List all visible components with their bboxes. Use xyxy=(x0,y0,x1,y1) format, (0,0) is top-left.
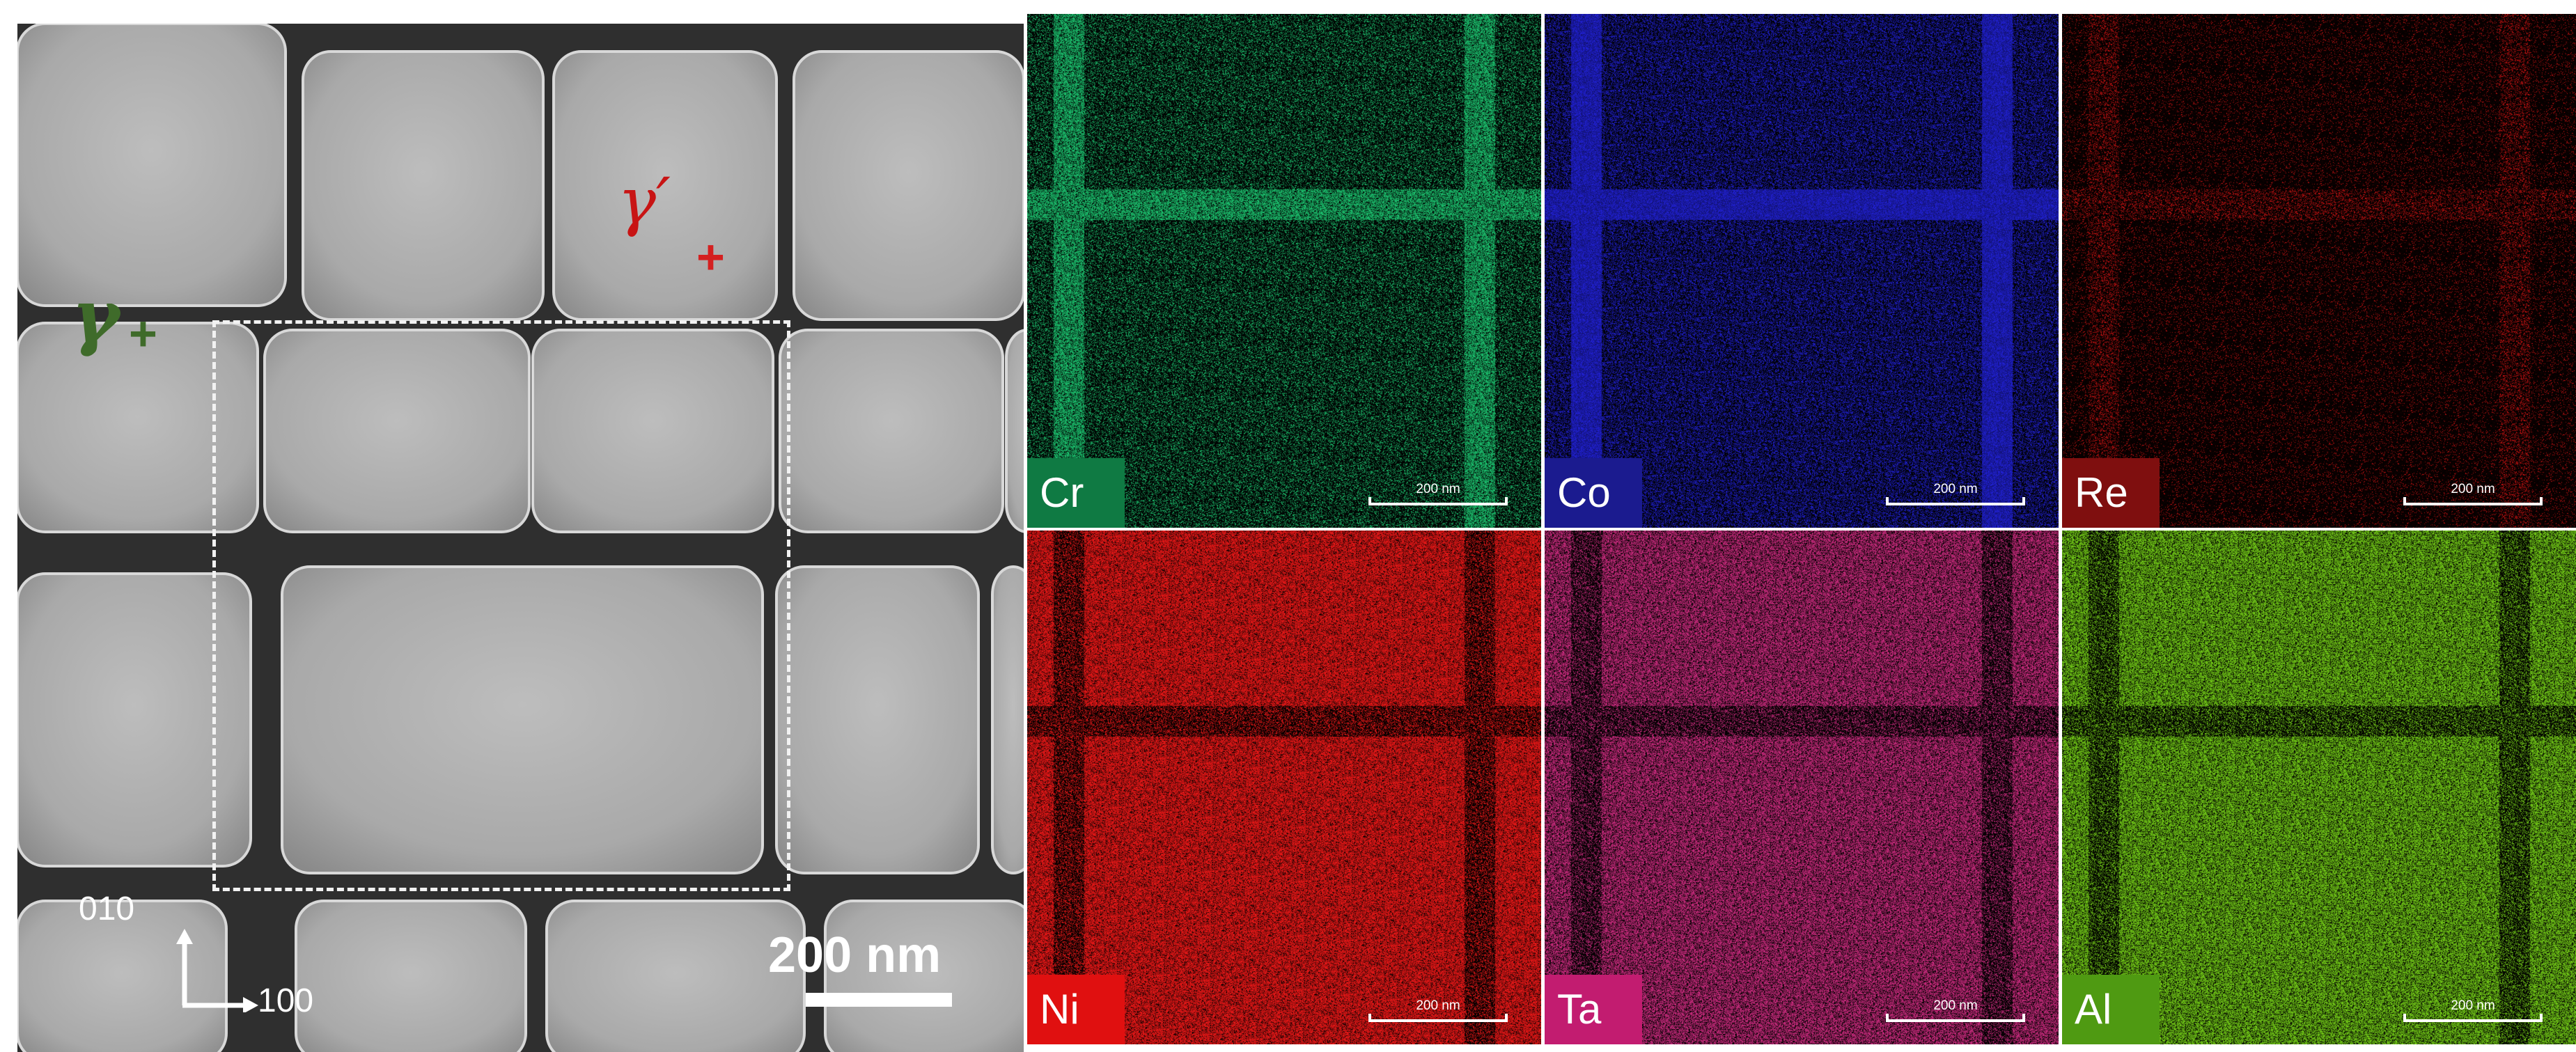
eds-map-image xyxy=(2062,531,2576,1044)
eds-map-ta: Ta 200 nm xyxy=(1545,531,2059,1044)
stem-micrograph: γ′ + γ + 010 100 200 nm xyxy=(17,24,1024,1052)
map-scale-label: 200 nm xyxy=(1416,998,1460,1013)
map-scale-bar: 200 nm xyxy=(1886,482,2025,510)
eds-map-co: Co 200 nm xyxy=(1545,14,2059,528)
gamma-prime-cuboid xyxy=(295,900,527,1052)
eds-map-re: Re 200 nm xyxy=(2062,14,2576,528)
gamma-prime-cuboid xyxy=(779,329,1004,533)
element-badge: Cr xyxy=(1027,458,1125,528)
map-scale-line xyxy=(1368,497,1508,505)
gamma-prime-cuboid xyxy=(17,900,228,1052)
eds-map-image xyxy=(1545,14,2059,528)
eds-map-image xyxy=(1545,531,2059,1044)
gamma-prime-cuboid xyxy=(1005,329,1024,533)
map-scale-bar: 200 nm xyxy=(1368,482,1508,510)
gamma-prime-cuboid xyxy=(552,50,778,321)
map-scale-label: 200 nm xyxy=(1933,482,1978,496)
gamma-prime-cuboid xyxy=(17,322,259,533)
map-scale-bar: 200 nm xyxy=(2403,998,2543,1026)
map-scale-label: 200 nm xyxy=(2451,998,2495,1013)
gamma-prime-marker: + xyxy=(696,230,725,284)
gamma-prime-cuboid xyxy=(775,565,980,874)
axis-label-010: 010 xyxy=(79,890,135,927)
gamma-marker: + xyxy=(129,306,157,361)
scale-bar-label: 200 nm xyxy=(768,927,942,983)
gamma-prime-cuboid xyxy=(263,329,531,533)
element-badge: Co xyxy=(1545,458,1642,528)
map-scale-label: 200 nm xyxy=(1933,998,1978,1013)
map-scale-line xyxy=(1886,497,2025,505)
gamma-prime-cuboid xyxy=(302,50,545,321)
gamma-prime-cuboid xyxy=(531,329,774,533)
map-scale-label: 200 nm xyxy=(1416,482,1460,496)
eds-map-image xyxy=(2062,14,2576,528)
gamma-prime-label: γ′ xyxy=(618,164,671,239)
map-scale-bar: 200 nm xyxy=(2403,482,2543,510)
element-badge: Re xyxy=(2062,458,2160,528)
axis-label-100: 100 xyxy=(258,982,314,1019)
map-scale-line xyxy=(1368,1014,1508,1022)
eds-map-image xyxy=(1027,14,1541,528)
element-badge: Ni xyxy=(1027,975,1125,1044)
map-scale-label: 200 nm xyxy=(2451,482,2495,496)
map-scale-line xyxy=(2403,497,2543,505)
gamma-prime-cuboid xyxy=(17,24,287,307)
eds-map-image xyxy=(1027,531,1541,1044)
gamma-prime-cuboid xyxy=(545,900,806,1052)
element-badge: Al xyxy=(2062,975,2160,1044)
selected-region-box xyxy=(212,320,790,891)
gamma-prime-cuboid xyxy=(281,565,764,874)
crystal-axes-icon xyxy=(176,929,258,1012)
scale-bar xyxy=(806,993,952,1007)
map-scale-line xyxy=(1886,1014,2025,1022)
map-scale-bar: 200 nm xyxy=(1886,998,2025,1026)
gamma-prime-cuboid xyxy=(991,565,1024,874)
gamma-label: γ xyxy=(72,273,120,359)
map-scale-line xyxy=(2403,1014,2543,1022)
element-badge: Ta xyxy=(1545,975,1642,1044)
gamma-prime-cuboid xyxy=(824,900,1024,1052)
gamma-prime-cuboid xyxy=(793,50,1024,321)
microstructure-image xyxy=(17,24,1024,1052)
eds-map-cr: Cr 200 nm xyxy=(1027,14,1541,528)
eds-map-al: Al 200 nm xyxy=(2062,531,2576,1044)
map-scale-bar: 200 nm xyxy=(1368,998,1508,1026)
gamma-prime-cuboid xyxy=(17,572,252,867)
eds-map-ni: Ni 200 nm xyxy=(1027,531,1541,1044)
